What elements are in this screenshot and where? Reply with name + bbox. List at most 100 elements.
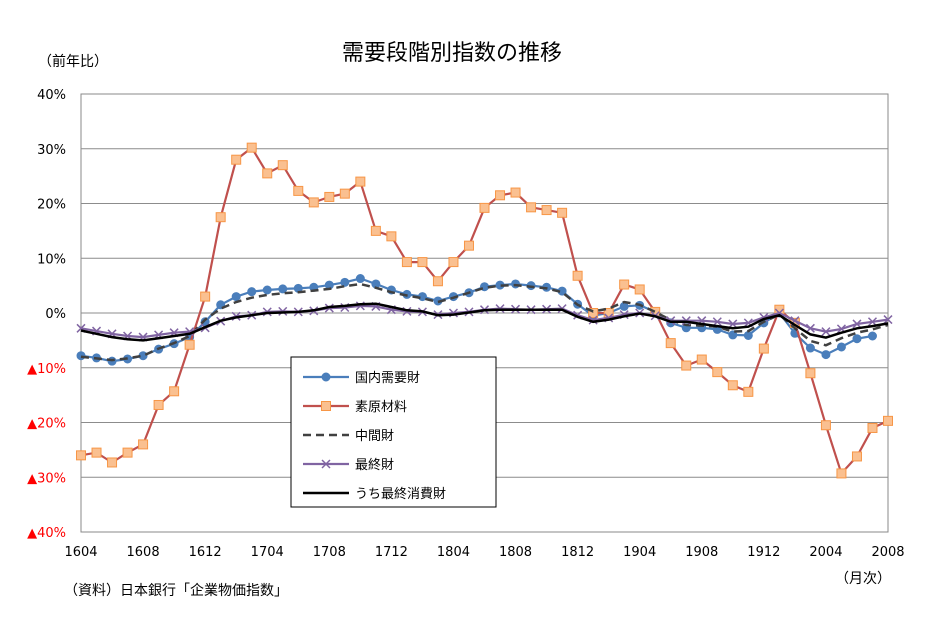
x-tick-label: 2008 [871,545,904,560]
source-note: （資料）日本銀行「企業物価指数」 [64,582,288,599]
data-point [386,231,397,242]
data-point-stroke [836,324,846,334]
x-tick-label: 1908 [685,545,718,560]
data-point-stroke [821,327,831,337]
data-point [417,257,428,268]
data-point [867,422,878,433]
data-point [805,368,816,379]
y-tick-label: ▲40% [27,526,66,541]
series-line [80,282,889,362]
data-point-stroke [728,319,738,329]
data-point [821,327,831,337]
legend-label: 素原材料 [355,400,407,415]
x-tick-label: 2004 [809,545,842,560]
data-point [526,202,537,213]
data-point [277,160,288,171]
x-tick-label: 1812 [561,545,594,560]
data-point-stroke [743,318,753,328]
data-point [247,287,257,297]
data-point [743,386,754,397]
data-point [200,317,210,327]
y-tick-label: ▲10% [27,362,66,377]
legend-box [290,356,497,508]
y-tick-label: 20% [37,198,66,213]
data-point [836,342,846,352]
data-point [184,339,195,350]
x-tick-label: 1704 [251,545,284,560]
data-point [572,270,583,281]
data-point [231,154,242,165]
data-point [728,330,738,340]
data-point [321,401,331,411]
data-point [76,450,86,461]
data-point [696,354,707,365]
legend-item: 素原材料 [303,400,407,415]
data-point [728,319,738,329]
data-point [712,317,722,327]
y-axis-unit-label: （前年比） [38,53,108,70]
series-5 [80,302,889,342]
data-point [619,279,630,290]
data-point [463,240,474,251]
y-axis-ticks: 40% 30% 20% 10% 0% ▲10% ▲20% ▲30% ▲40% [27,88,66,541]
x-tick-label: 1712 [375,545,408,560]
data-point [510,187,521,198]
data-point [805,343,815,353]
x-tick-label: 1804 [437,545,470,560]
data-point [200,291,211,302]
data-point [836,468,847,479]
data-point [820,420,831,431]
y-tick-label: ▲20% [27,417,66,432]
data-point [852,319,862,329]
legend-item: うち最終消費財 [303,486,446,502]
data-point [76,351,86,361]
legend-label: 最終財 [355,457,394,473]
data-point [340,277,350,287]
data-point [278,284,288,294]
data-point [634,284,645,295]
data-point [448,257,459,268]
data-point [479,202,490,213]
x-tick-label: 1808 [499,545,532,560]
legend-label: 国内需要財 [355,370,420,386]
legend-label: 中間財 [355,429,394,444]
data-point [588,308,599,318]
data-point [215,212,226,223]
x-tick-label: 1612 [189,545,222,560]
data-point [321,372,331,382]
data-point [324,191,335,202]
data-point [355,176,366,187]
data-point-stroke [573,310,583,320]
x-tick-label: 1608 [127,545,160,560]
data-point [883,415,893,426]
data-point [138,439,149,450]
series-layer [76,142,893,479]
data-point [370,225,381,236]
data-point [805,323,815,333]
data-point-stroke [588,315,598,325]
data-point [262,285,272,295]
data-point-stroke [852,319,862,329]
data-point [588,315,598,325]
data-point-stroke [867,317,878,327]
data-point [852,334,862,344]
y-tick-label: 10% [37,252,66,267]
data-point [557,207,568,218]
x-tick-label: 1904 [623,545,656,560]
data-point [293,185,304,196]
data-point [122,447,133,458]
x-tick-label: 1604 [64,545,97,560]
data-point [262,168,273,179]
legend-item: 国内需要財 [303,370,420,386]
y-tick-label: ▲30% [27,471,66,486]
data-point [495,190,506,201]
data-point [851,451,862,462]
data-point [821,350,831,360]
data-point [727,380,738,391]
data-point [246,142,257,153]
x-tick-label: 1708 [313,545,346,560]
data-point [231,292,241,302]
data-point [107,457,118,468]
